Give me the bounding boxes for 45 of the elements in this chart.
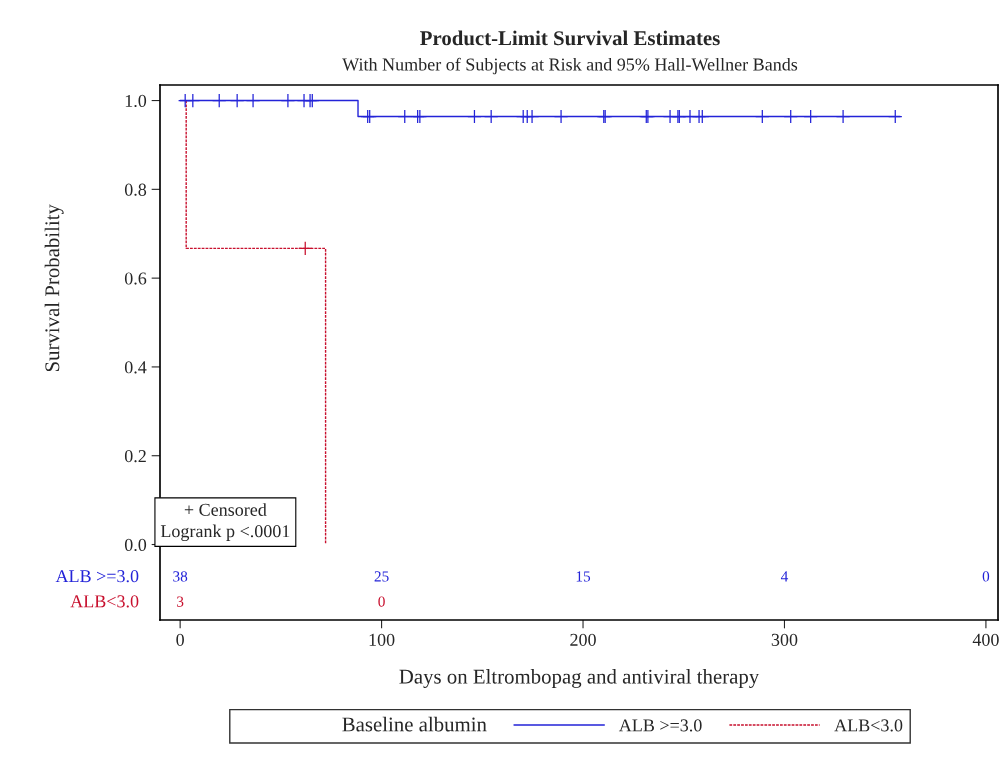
- x-tick-label: 200: [570, 633, 596, 646]
- y-axis-title: Survival Probability: [44, 204, 64, 372]
- point: [888, 109, 903, 124]
- x-tick-label: 0: [176, 633, 184, 646]
- annotation: 25: [374, 571, 389, 582]
- chart-subtitle: With Number of Subjects at Risk and 95% Hall-Wellner Bands: [342, 57, 798, 75]
- chart-title: Product-Limit Survival Estimates: [420, 30, 720, 46]
- x-tick-label: 400: [972, 633, 999, 646]
- annotation: 3: [177, 596, 184, 607]
- annotation: 4: [780, 571, 789, 582]
- annotation: + Censored Logrank p <.0001: [160, 503, 290, 541]
- y-tick-label: 0.4: [124, 361, 147, 374]
- point: [783, 109, 798, 124]
- point: [553, 109, 569, 124]
- point: [397, 109, 412, 124]
- text: ALB<3.0: [70, 595, 139, 608]
- y-tick-label: 0.6: [124, 272, 147, 285]
- legend-label: ALB<3.0: [834, 719, 903, 732]
- text: ALB >=3.0: [55, 570, 139, 583]
- legend-title: Baseline albumin: [342, 716, 487, 732]
- point: [803, 109, 818, 124]
- y-tick-label: 0.0: [124, 538, 147, 552]
- point: [245, 93, 261, 108]
- point: [212, 93, 227, 108]
- point: [229, 93, 245, 108]
- point: [467, 109, 482, 124]
- point: [755, 109, 770, 124]
- annotation: 0: [378, 596, 385, 607]
- annotation: 0: [982, 571, 990, 582]
- y-tick-label: 0.2: [124, 449, 146, 463]
- point: [483, 109, 499, 124]
- point: [280, 93, 296, 108]
- point: [185, 93, 201, 108]
- x-tick-label: 100: [369, 633, 395, 646]
- x-tick-label: 300: [771, 633, 798, 646]
- y-tick-label: 1.0: [125, 94, 147, 108]
- point: [524, 109, 540, 124]
- annotation: 38: [173, 571, 188, 582]
- point: [835, 109, 851, 124]
- point: [298, 241, 313, 256]
- legend-label: ALB >=3.0: [618, 719, 702, 732]
- point: [695, 109, 710, 124]
- annotation: 15: [576, 571, 591, 582]
- x-axis-title: Days on Eltrombopag and antiviral therapy: [399, 669, 760, 688]
- y-tick-label: 0.8: [124, 183, 147, 196]
